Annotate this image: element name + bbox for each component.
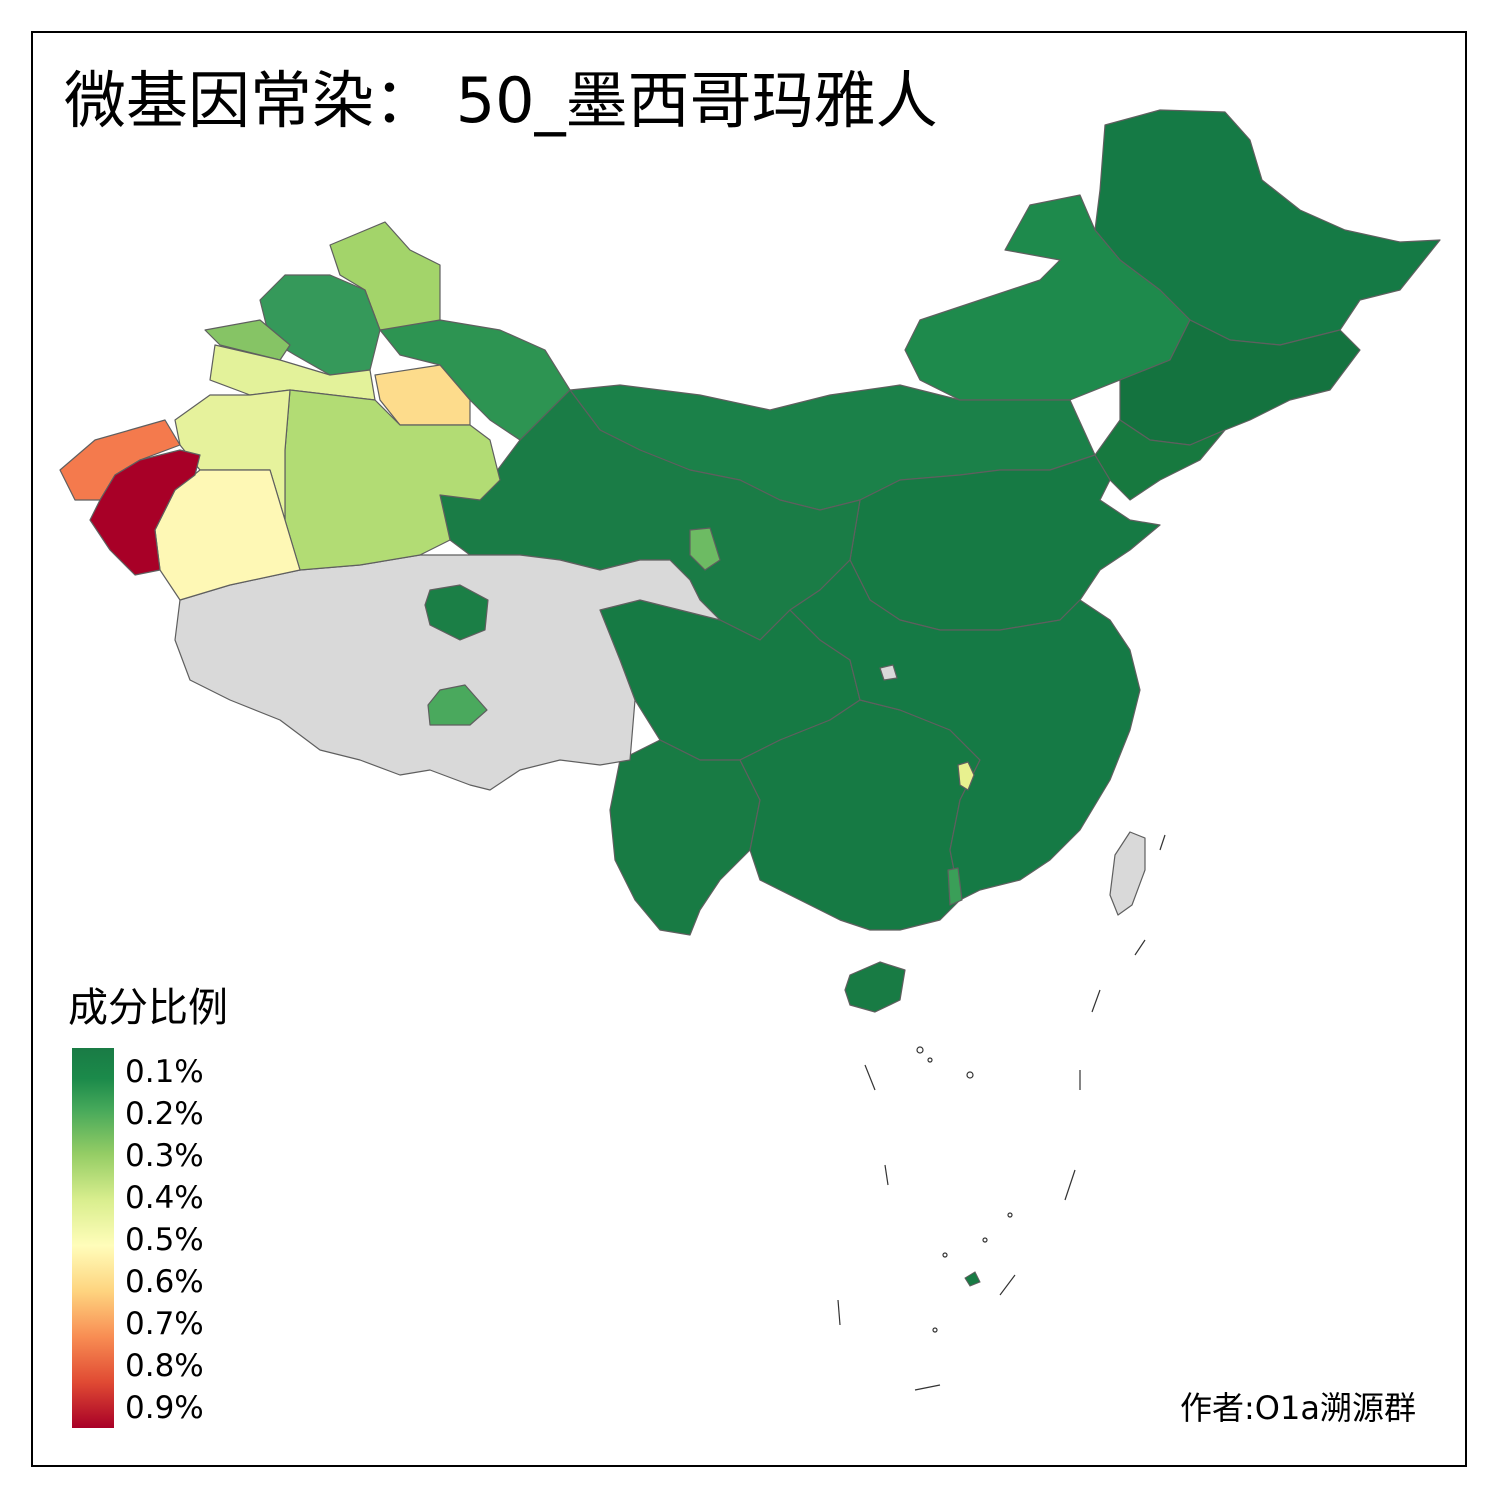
map-frame xyxy=(31,31,1467,1467)
legend-label: 0.1% xyxy=(125,1054,204,1090)
region-xinjiang-east xyxy=(379,319,571,441)
legend-colorbar xyxy=(72,1048,114,1428)
legend-label: 0.5% xyxy=(125,1222,204,1258)
region-guangdong-spot xyxy=(947,867,963,906)
legend-title: 成分比例 xyxy=(68,985,228,1031)
region-taiwan xyxy=(1109,831,1146,916)
region-xinjiang-kashgar-north xyxy=(59,419,181,501)
author-credit: 作者:O1a溯源群 xyxy=(1180,1389,1416,1427)
south-china-sea-islands xyxy=(837,834,1166,1391)
legend-label: 0.4% xyxy=(125,1180,204,1216)
region-hunan-spot xyxy=(957,761,975,791)
legend-label: 0.8% xyxy=(125,1348,204,1384)
legend-label: 0.7% xyxy=(125,1306,204,1342)
legend-label: 0.2% xyxy=(125,1096,204,1132)
region-tibet-patch-2 xyxy=(427,684,488,726)
map-title: 微基因常染： 50_墨西哥玛雅人 xyxy=(64,64,938,137)
region-hainan xyxy=(844,961,906,1013)
legend-label: 0.3% xyxy=(125,1138,204,1174)
region-island-green xyxy=(964,1271,981,1287)
region-yunnan xyxy=(609,739,761,936)
region-central xyxy=(789,559,1141,901)
region-xinjiang-kashgar xyxy=(89,449,201,576)
region-jilin-liaoning xyxy=(1119,319,1361,446)
region-tibet xyxy=(174,554,721,791)
region-gansu-light xyxy=(689,527,721,571)
region-tibet-patch-1 xyxy=(424,584,489,641)
region-xinjiang-west-strip xyxy=(204,319,291,361)
legend-label: 0.9% xyxy=(125,1390,204,1426)
legend-label: 0.6% xyxy=(125,1264,204,1300)
region-hubei-hole xyxy=(879,664,898,681)
